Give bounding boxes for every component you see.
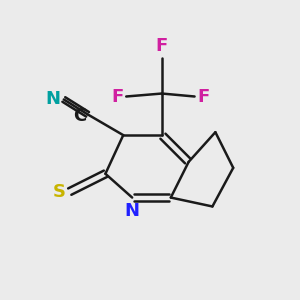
Text: F: F bbox=[111, 88, 123, 106]
Text: F: F bbox=[198, 88, 210, 106]
Text: N: N bbox=[125, 202, 140, 220]
Text: C: C bbox=[73, 107, 86, 125]
Text: N: N bbox=[46, 91, 61, 109]
Text: S: S bbox=[52, 183, 65, 201]
Text: F: F bbox=[156, 37, 168, 55]
